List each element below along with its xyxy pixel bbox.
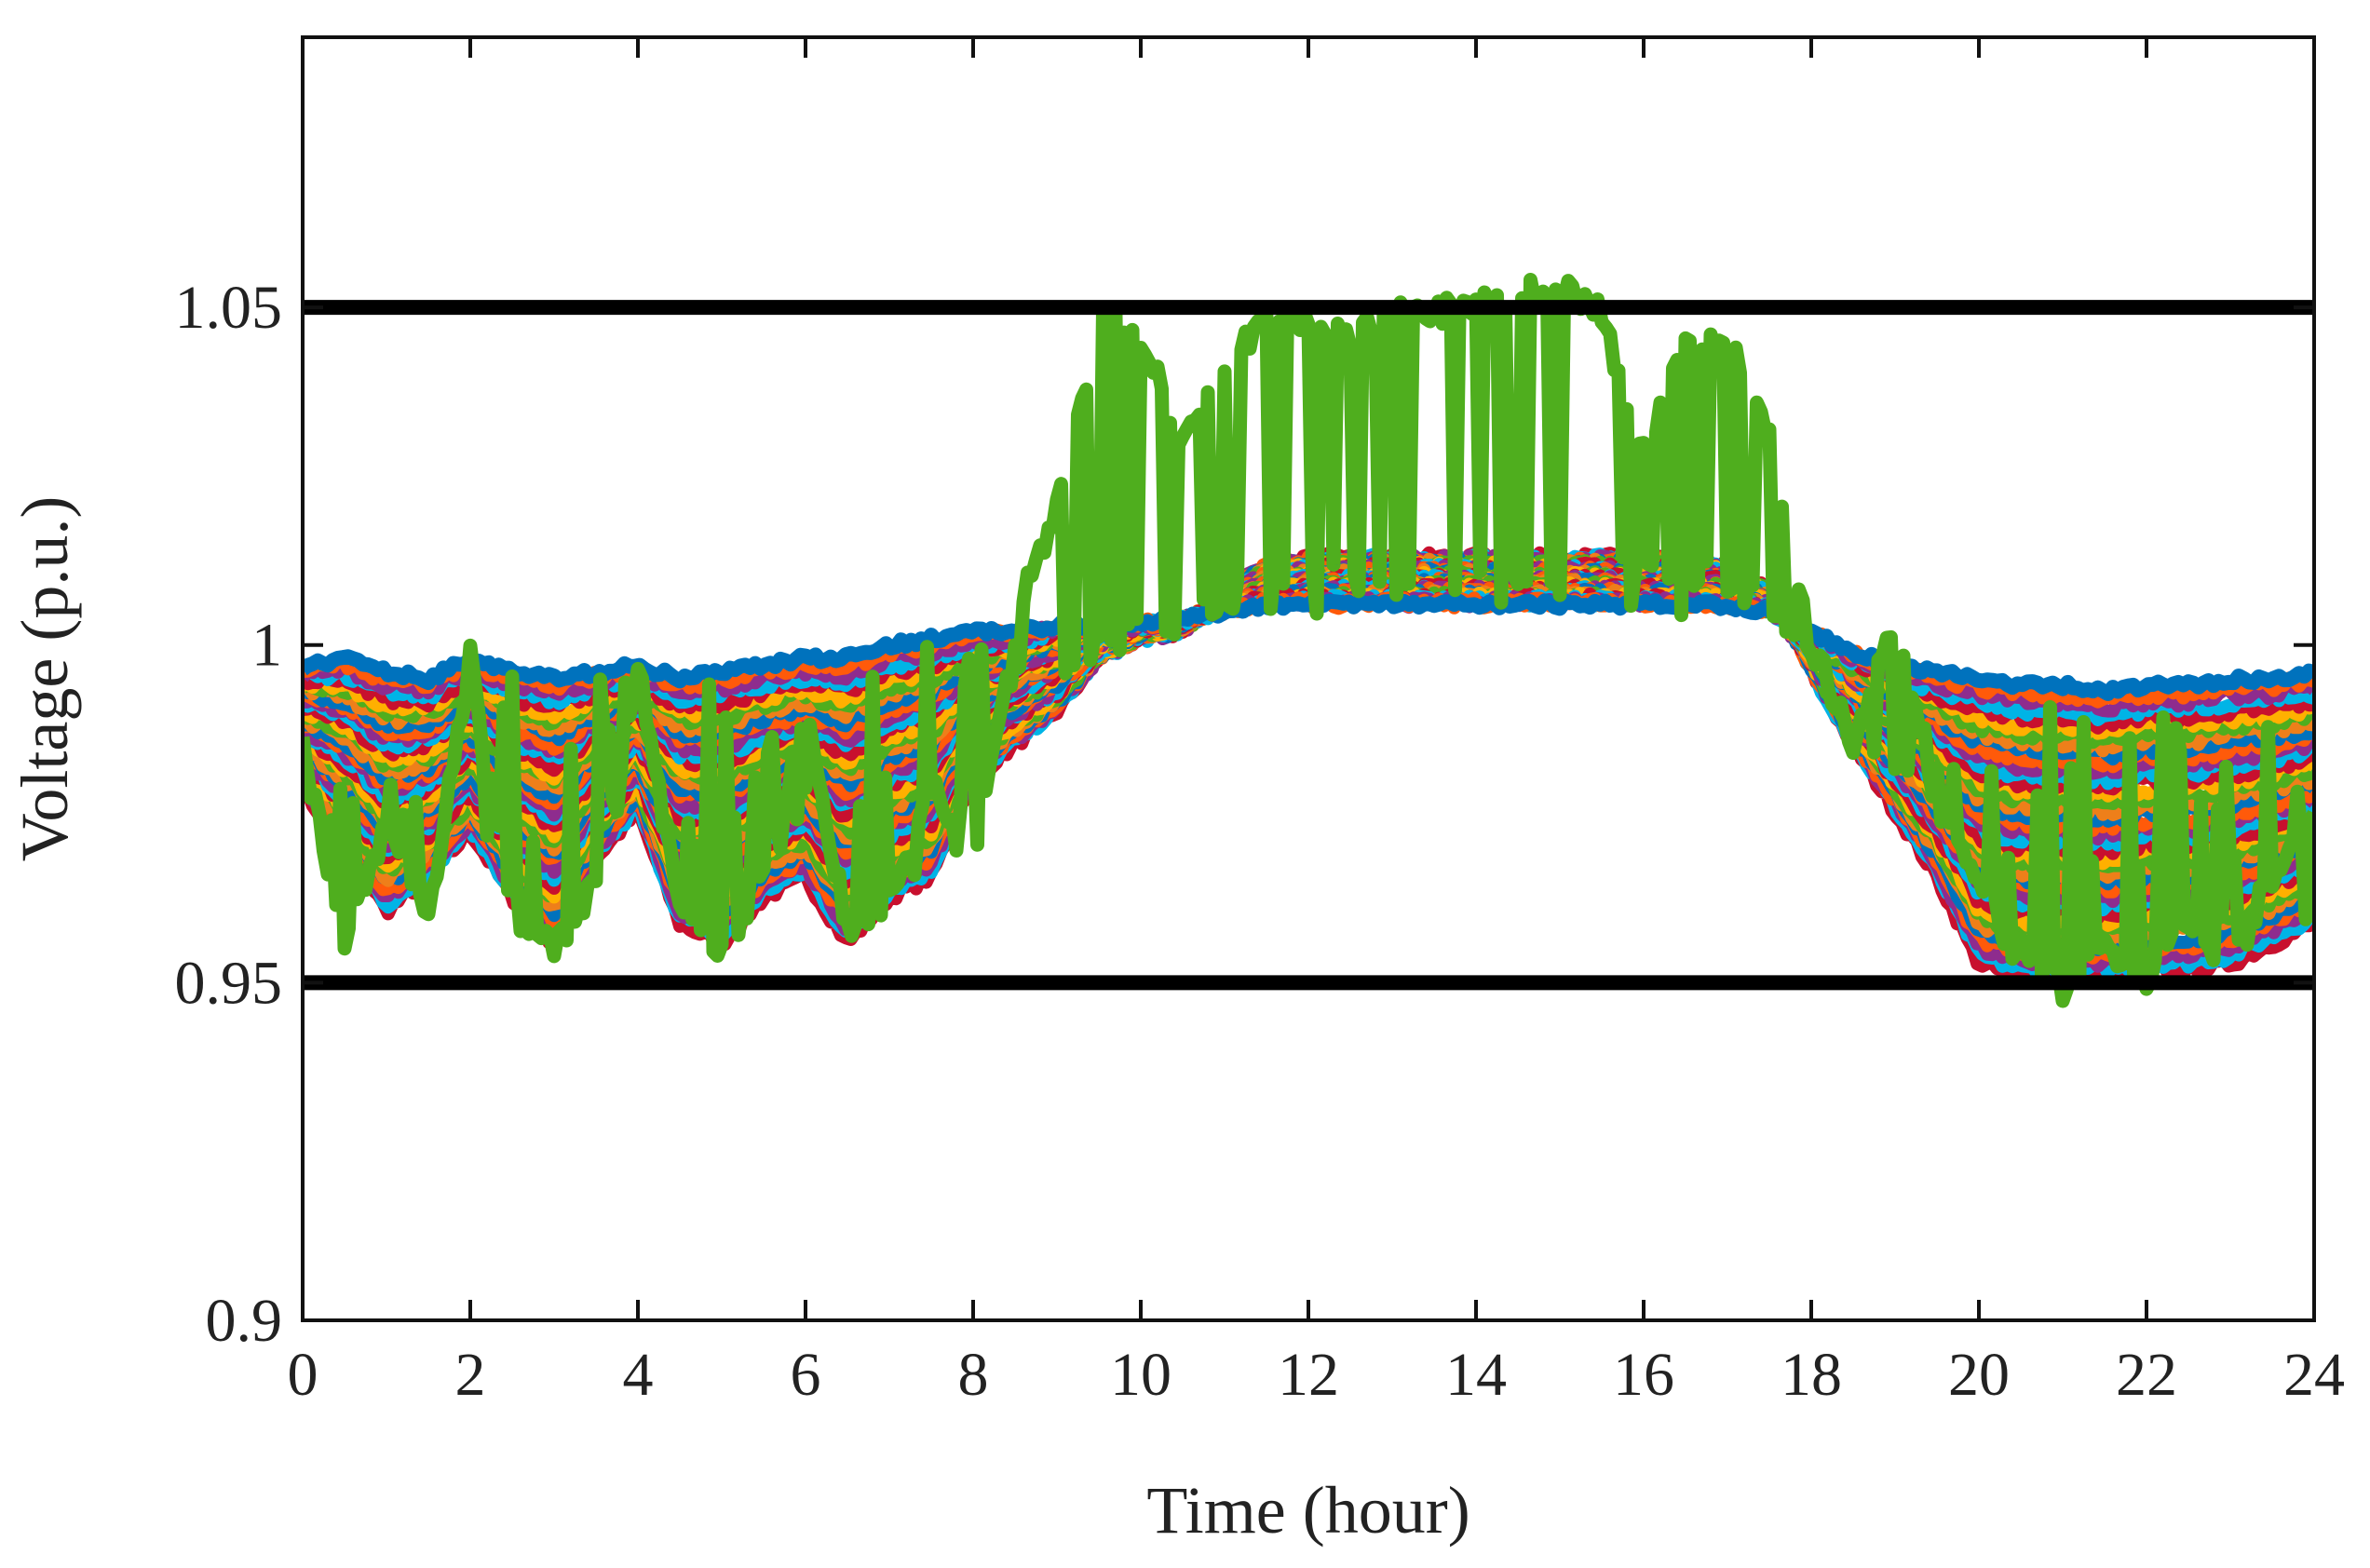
x-tick-label-12: 12 — [1278, 1341, 1339, 1409]
y-tick-label-0.95: 0.95 — [175, 949, 283, 1017]
x-tick-label-14: 14 — [1445, 1341, 1507, 1409]
x-tick-label-10: 10 — [1110, 1341, 1171, 1409]
y-tick-label-1.05: 1.05 — [175, 274, 283, 342]
x-axis-title: Time (hour) — [1146, 1473, 1469, 1548]
x-tick-label-24: 24 — [2283, 1341, 2345, 1409]
x-tick-label-4: 4 — [623, 1341, 654, 1409]
x-tick-label-6: 6 — [791, 1341, 821, 1409]
y-tick-label-1: 1 — [251, 612, 282, 680]
x-tick-label-22: 22 — [2116, 1341, 2177, 1409]
x-tick-label-16: 16 — [1613, 1341, 1674, 1409]
x-axis-ticks: 0 2 4 6 8 10 12 14 16 18 20 22 24 — [288, 37, 2345, 1409]
y-tick-label-0.9: 0.9 — [206, 1287, 283, 1355]
voltage-limit-lines — [303, 300, 2314, 991]
x-tick-label-8: 8 — [958, 1341, 989, 1409]
end-bus-voltage-line — [303, 273, 2314, 1008]
x-tick-label-2: 2 — [455, 1341, 486, 1409]
x-tick-label-18: 18 — [1781, 1341, 1842, 1409]
y-axis-title: Voltage (p.u.) — [7, 496, 82, 862]
x-tick-label-20: 20 — [1948, 1341, 2010, 1409]
y-axis-ticks: 0.9 0.95 1 1.05 — [175, 274, 2314, 1355]
x-tick-label-0: 0 — [288, 1341, 318, 1409]
voltage-bands — [303, 273, 2314, 1008]
